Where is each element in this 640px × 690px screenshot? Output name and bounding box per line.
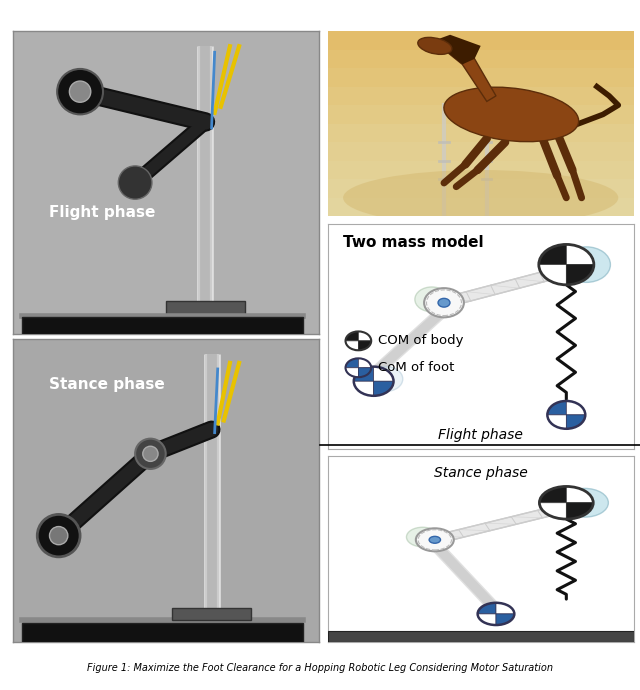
Bar (328, 179, 634, 198)
Wedge shape (496, 603, 515, 614)
Text: Stance phase: Stance phase (434, 466, 527, 480)
Wedge shape (477, 603, 496, 614)
Circle shape (57, 69, 103, 115)
Wedge shape (566, 415, 586, 428)
Bar (328, 631, 634, 642)
Wedge shape (374, 382, 394, 396)
Wedge shape (358, 341, 371, 351)
Wedge shape (346, 331, 358, 341)
Circle shape (369, 366, 403, 391)
Wedge shape (346, 358, 358, 368)
Bar (328, 142, 634, 161)
Bar (328, 31, 634, 50)
Wedge shape (358, 331, 371, 341)
Circle shape (37, 515, 80, 557)
Ellipse shape (418, 37, 452, 55)
Circle shape (69, 81, 91, 102)
Text: COM of body: COM of body (378, 335, 464, 347)
Wedge shape (358, 358, 371, 368)
Circle shape (49, 526, 68, 544)
Wedge shape (566, 486, 593, 503)
Circle shape (143, 446, 158, 462)
Wedge shape (354, 366, 374, 382)
Wedge shape (346, 341, 358, 351)
Bar (328, 105, 634, 124)
Bar (328, 198, 634, 216)
Text: Figure 1: Maximize the Foot Clearance for a Hopping Robotic Leg Considering Moto: Figure 1: Maximize the Foot Clearance fo… (87, 663, 553, 673)
Text: Flight phase: Flight phase (438, 428, 523, 442)
Circle shape (415, 287, 449, 312)
FancyBboxPatch shape (22, 317, 303, 334)
Wedge shape (354, 382, 374, 396)
Text: Two mass model: Two mass model (343, 235, 484, 250)
Wedge shape (540, 486, 566, 503)
Wedge shape (477, 614, 496, 625)
Polygon shape (442, 266, 568, 307)
Circle shape (416, 529, 454, 551)
Wedge shape (540, 503, 566, 519)
Wedge shape (566, 264, 594, 285)
Polygon shape (435, 34, 481, 64)
Bar (328, 161, 634, 179)
Wedge shape (374, 366, 394, 382)
Circle shape (562, 247, 611, 282)
Bar (328, 68, 634, 87)
FancyBboxPatch shape (22, 623, 303, 642)
Polygon shape (432, 504, 569, 544)
Text: Flight phase: Flight phase (49, 206, 156, 220)
Bar (328, 50, 634, 68)
Wedge shape (547, 401, 566, 415)
Bar (328, 124, 634, 142)
Bar (328, 87, 634, 105)
Wedge shape (358, 368, 371, 377)
Ellipse shape (444, 87, 579, 141)
Circle shape (424, 288, 464, 317)
Ellipse shape (343, 170, 618, 226)
Wedge shape (496, 614, 515, 625)
Circle shape (406, 527, 438, 546)
Circle shape (118, 166, 152, 199)
Wedge shape (566, 244, 594, 264)
Text: CoM of foot: CoM of foot (378, 362, 454, 374)
Wedge shape (346, 368, 358, 377)
Circle shape (429, 536, 440, 543)
Wedge shape (539, 244, 566, 264)
FancyBboxPatch shape (172, 609, 252, 620)
Text: Stance phase: Stance phase (49, 377, 165, 392)
Polygon shape (444, 46, 496, 101)
Wedge shape (566, 503, 593, 519)
Circle shape (438, 298, 450, 307)
Wedge shape (547, 415, 566, 428)
Circle shape (135, 439, 166, 469)
Wedge shape (539, 264, 566, 285)
FancyBboxPatch shape (166, 301, 245, 316)
Wedge shape (566, 401, 586, 415)
Circle shape (561, 489, 609, 517)
